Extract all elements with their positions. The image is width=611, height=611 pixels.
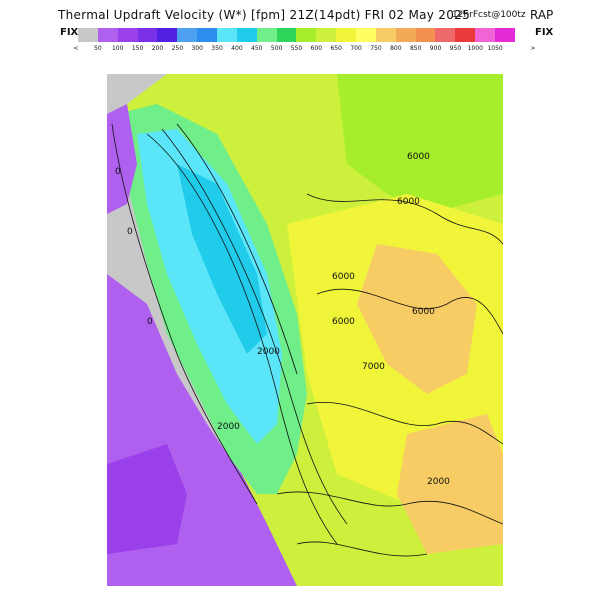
contour-label: 0: [127, 227, 133, 237]
color-swatch: [356, 28, 376, 42]
color-swatch: [236, 28, 257, 42]
map-canvas: 6000 6000 6000 6000 6000 7000 2000 2000 …: [107, 74, 503, 586]
color-swatch: [455, 28, 476, 42]
scale-tick-label: 950: [449, 45, 462, 52]
scale-tick-label: 800: [390, 45, 402, 52]
fix-label-left: FIX: [60, 27, 79, 38]
color-swatch: [97, 28, 118, 42]
color-swatch: [495, 28, 515, 42]
thermal-updraft-map: 6000 6000 6000 6000 6000 7000 2000 2000 …: [107, 74, 503, 586]
color-scale-bar: [78, 28, 515, 42]
contour-label: 6000: [332, 317, 355, 327]
color-swatch: [316, 28, 337, 42]
scale-tick-label: 700: [350, 45, 362, 52]
color-swatch: [296, 28, 317, 42]
color-swatch: [197, 28, 218, 42]
color-swatch: [336, 28, 357, 42]
scale-tick-label: 350: [211, 45, 223, 52]
contour-label: 6000: [407, 152, 430, 162]
contour-label-group: 6000 6000 6000 6000 6000 7000 2000 2000 …: [115, 152, 450, 487]
color-swatch: [256, 28, 277, 42]
scale-tick-label: 650: [330, 45, 342, 52]
color-swatch: [276, 28, 297, 42]
contour-label: 2000: [257, 347, 280, 357]
map-title-bar: Thermal Updraft Velocity (W*) [fpm] 21Z(…: [0, 6, 611, 24]
color-swatch: [435, 28, 456, 42]
scale-tick-label: >: [530, 45, 536, 52]
contour-lines: [111, 123, 503, 557]
color-swatch: [395, 28, 416, 42]
scale-tick-label: 200: [151, 45, 164, 52]
scale-tick-label: 150: [131, 45, 144, 52]
contour-label: 2000: [427, 477, 450, 487]
scale-tick-label: 300: [191, 45, 203, 52]
scale-tick-label: 450: [251, 45, 263, 52]
valley-cyan-band: [137, 129, 282, 444]
fix-label-right: FIX: [535, 27, 554, 38]
scale-tick-label: 50: [94, 45, 102, 52]
north-green-region: [337, 74, 503, 214]
scale-tick-label: 400: [231, 45, 243, 52]
contour-label: 0: [115, 167, 121, 177]
color-swatch: [217, 28, 237, 42]
map-title: Thermal Updraft Velocity (W*) [fpm] 21Z(…: [58, 8, 471, 22]
contour-label: 2000: [217, 422, 240, 432]
color-swatch: [78, 28, 98, 42]
contour-label: 6000: [412, 307, 435, 317]
valley-core: [177, 164, 267, 354]
scale-tick-label: 600: [310, 45, 323, 52]
color-swatch: [117, 28, 138, 42]
model-label: RAP: [530, 8, 554, 22]
scale-tick-label: 750: [370, 45, 382, 52]
color-swatch: [137, 28, 158, 42]
offshore-low-region-2: [107, 444, 187, 554]
color-swatch: [177, 28, 198, 42]
scale-tick-label: <: [73, 45, 79, 52]
color-scale-ticks: <50 100 150 200 250 300 350 400 450 500 550 600 650 7…: [73, 45, 536, 57]
scale-tick-label: 500: [270, 45, 283, 52]
scale-tick-label: 1050: [487, 45, 503, 52]
color-swatch: [375, 28, 396, 42]
contour-label: 7000: [362, 362, 385, 372]
forecast-label: 12hrFcst@100tz: [452, 10, 526, 20]
coastal-strip: [107, 104, 137, 214]
scale-tick-label: 550: [290, 45, 303, 52]
contour-label: 6000: [397, 197, 420, 207]
scale-tick-label: 100: [111, 45, 124, 52]
contour-label: 6000: [332, 272, 355, 282]
color-swatch: [475, 28, 496, 42]
scale-tick-label: 250: [171, 45, 184, 52]
color-swatch: [157, 28, 178, 42]
scale-tick-label: 900: [429, 45, 442, 52]
hot-spot-region-2: [397, 414, 503, 554]
color-swatch: [415, 28, 436, 42]
hot-spot-region: [357, 244, 477, 394]
scale-tick-label: 1000: [467, 45, 483, 52]
contour-label: 0: [147, 317, 153, 327]
scale-tick-label: 850: [409, 45, 422, 52]
